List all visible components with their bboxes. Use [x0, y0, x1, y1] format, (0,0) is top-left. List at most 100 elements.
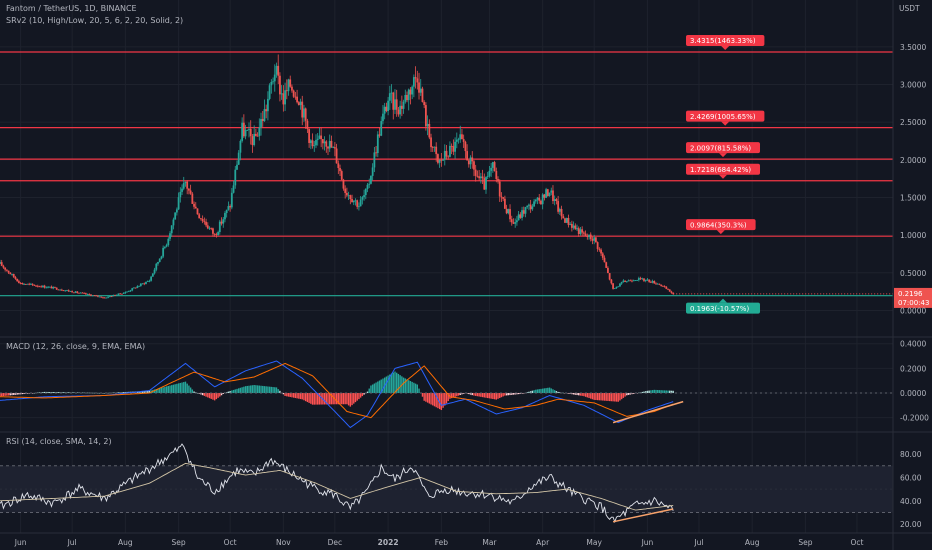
- level-price-label-box: [686, 302, 760, 314]
- candle-body: [95, 295, 98, 297]
- candle-body: [150, 276, 153, 281]
- level-price-label: 1.7218(684.42%): [690, 166, 751, 174]
- macd-legend[interactable]: MACD (12, 26, close, 9, EMA, EMA): [6, 342, 146, 351]
- candle-body: [582, 232, 585, 234]
- macd-histogram-bar: [181, 382, 183, 394]
- macd-histogram-bar: [382, 378, 384, 394]
- macd-histogram-bar: [193, 391, 195, 394]
- macd-histogram-bar: [653, 389, 655, 394]
- candle-body: [447, 156, 450, 158]
- macd-histogram-bar: [442, 393, 444, 408]
- macd-histogram-bar: [263, 386, 266, 394]
- macd-histogram-bar: [421, 393, 424, 397]
- macd-histogram-bar: [377, 381, 379, 394]
- macd-histogram-bar: [141, 391, 144, 394]
- macd-histogram-bar: [227, 391, 230, 394]
- candle-body: [421, 88, 424, 102]
- candle-body: [277, 65, 280, 76]
- macd-histogram-bar: [650, 390, 652, 394]
- candle-body: [30, 283, 32, 285]
- candle-body: [2, 265, 5, 268]
- candle-body: [402, 101, 405, 109]
- macd-histogram-bar: [598, 393, 601, 401]
- macd-histogram-bar: [306, 393, 309, 403]
- macd-histogram-bar: [426, 393, 429, 403]
- candle-body: [333, 147, 336, 149]
- macd-pane: [0, 360, 893, 429]
- candle-body: [373, 152, 376, 168]
- macd-histogram-bar: [16, 393, 18, 395]
- level-price-label: 2.0097(815.58%): [690, 144, 751, 152]
- macd-histogram-bar: [612, 393, 614, 402]
- candle-body: [595, 237, 597, 243]
- macd-histogram-bar: [536, 389, 539, 394]
- macd-histogram-bar: [353, 393, 355, 404]
- macd-histogram-bar: [349, 393, 352, 407]
- macd-histogram-bar: [629, 393, 631, 395]
- candle-body: [265, 109, 268, 112]
- candle-body: [241, 122, 244, 141]
- candle-body: [296, 96, 298, 103]
- macd-histogram-bar: [179, 382, 182, 394]
- candle-body: [363, 195, 365, 198]
- srv2-indicator-legend[interactable]: SRv2 (10, High/Low, 20, 5, 6, 2, 20, Sol…: [6, 16, 184, 25]
- candle-body: [361, 197, 364, 200]
- macd-histogram-bar: [189, 387, 192, 394]
- candle-body: [387, 100, 390, 112]
- macd-histogram-bar: [411, 381, 413, 394]
- candle-body: [109, 296, 111, 298]
- macd-histogram-bar: [313, 393, 315, 405]
- macd-histogram-bar: [576, 393, 578, 396]
- candle-body: [153, 269, 156, 274]
- macd-histogram-bar: [397, 373, 400, 394]
- macd-histogram-bar: [538, 389, 540, 394]
- candle-body: [653, 281, 656, 284]
- candle-body: [354, 200, 357, 202]
- macd-histogram-bar: [215, 393, 218, 400]
- candle-body: [658, 283, 661, 285]
- macd-histogram-bar: [395, 372, 398, 394]
- candle-body: [21, 283, 24, 285]
- macd-histogram-bar: [641, 391, 643, 394]
- macd-histogram-bar: [474, 393, 477, 396]
- candle-body: [600, 249, 602, 254]
- macd-histogram-bar: [279, 390, 281, 394]
- candle-body: [337, 163, 340, 168]
- macd-histogram-bar: [347, 393, 350, 406]
- macd-histogram-bar: [404, 378, 406, 394]
- candle-body: [667, 288, 669, 290]
- macd-histogram-bar: [57, 392, 60, 394]
- candle-body: [215, 234, 218, 235]
- candle-body: [416, 78, 419, 83]
- candle-body: [172, 219, 175, 226]
- macd-histogram-bar: [296, 393, 298, 399]
- macd-histogram-bar: [71, 392, 73, 394]
- macd-histogram-bar: [31, 393, 34, 394]
- candle-body: [297, 102, 300, 106]
- macd-histogram-bar: [461, 393, 463, 395]
- time-tick-label: Mar: [482, 538, 497, 547]
- candle-body: [632, 280, 635, 282]
- price-tick-label: 3.0000: [900, 80, 926, 89]
- macd-histogram-bar: [553, 390, 556, 394]
- macd-histogram-bar: [330, 393, 333, 405]
- macd-histogram-bar: [23, 393, 25, 394]
- macd-histogram-bar: [217, 393, 219, 398]
- candle-body: [414, 77, 417, 79]
- macd-histogram-bar: [171, 385, 173, 394]
- macd-histogram-bar: [462, 393, 465, 394]
- candle-body: [112, 295, 115, 297]
- symbol-legend[interactable]: Fantom / TetherUS, 1D, BINANCE: [6, 4, 137, 13]
- macd-histogram-bar: [432, 393, 434, 406]
- macd-histogram-bar: [648, 390, 650, 394]
- macd-histogram-bar: [176, 383, 178, 394]
- macd-histogram-bar: [578, 393, 580, 396]
- rsi-legend[interactable]: RSI (14, close, SMA, 14, 2): [6, 437, 112, 446]
- candle-body: [538, 197, 541, 201]
- candle-body: [388, 93, 391, 101]
- macd-histogram-bar: [620, 393, 623, 400]
- candle-body: [179, 191, 182, 198]
- macd-histogram-bar: [159, 388, 161, 394]
- candle-body: [194, 206, 197, 209]
